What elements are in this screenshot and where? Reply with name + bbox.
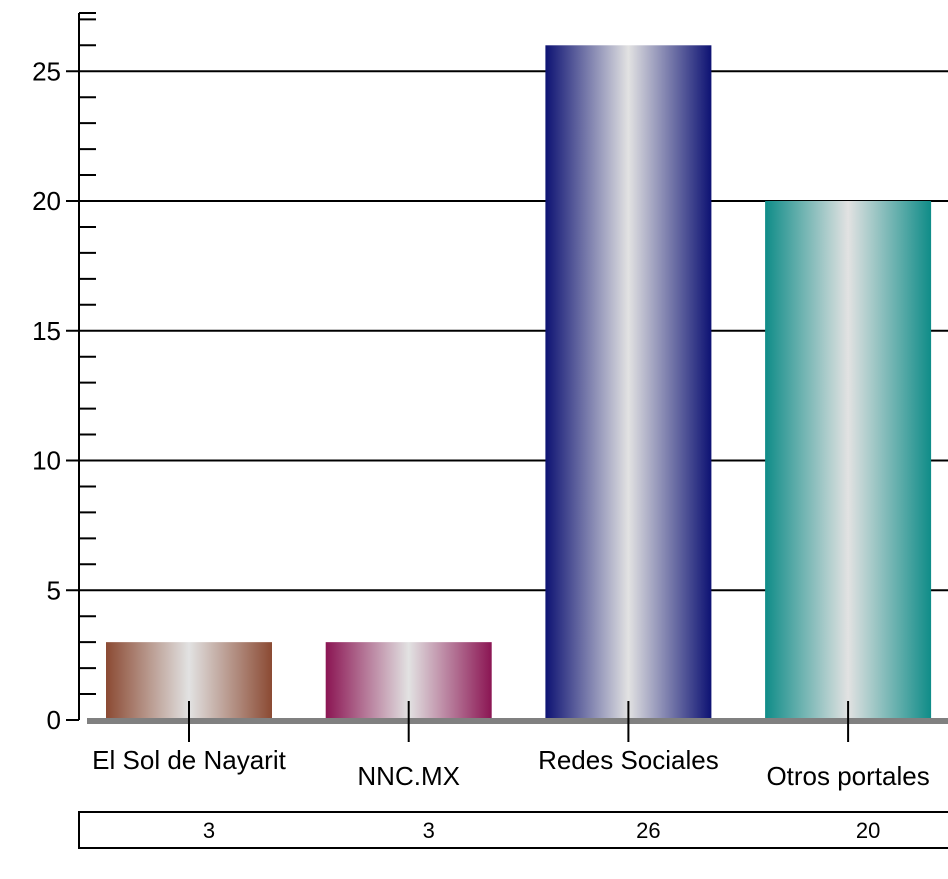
- baseline: [87, 718, 948, 724]
- table-value-1: 3: [423, 818, 435, 843]
- y-tick-label-20: 20: [32, 186, 61, 216]
- y-axis: 0 5 10 15 20 25: [32, 12, 96, 735]
- table-frame: [78, 811, 948, 849]
- bars: [87, 45, 948, 724]
- y-tick-label-5: 5: [47, 575, 61, 605]
- y-tick-label-15: 15: [32, 316, 61, 346]
- x-category-label-1: NNC.MX: [357, 761, 460, 791]
- y-tick-label-10: 10: [32, 446, 61, 476]
- table-value-2: 26: [636, 818, 660, 843]
- table-value-3: 20: [856, 818, 880, 843]
- y-tick-label-25: 25: [32, 56, 61, 86]
- bar-2: [545, 45, 712, 721]
- y-tick-label-0: 0: [47, 705, 61, 735]
- x-axis: El Sol de Nayarit NNC.MX Redes Sociales Otr…: [92, 701, 930, 791]
- x-category-label-3: Otros portales: [766, 761, 929, 791]
- x-category-label-0: El Sol de Nayarit: [92, 745, 286, 775]
- data-table: 3 3 26 20: [78, 811, 948, 849]
- bar-3: [765, 201, 932, 720]
- x-category-label-2: Redes Sociales: [538, 745, 719, 775]
- table-value-0: 3: [203, 818, 215, 843]
